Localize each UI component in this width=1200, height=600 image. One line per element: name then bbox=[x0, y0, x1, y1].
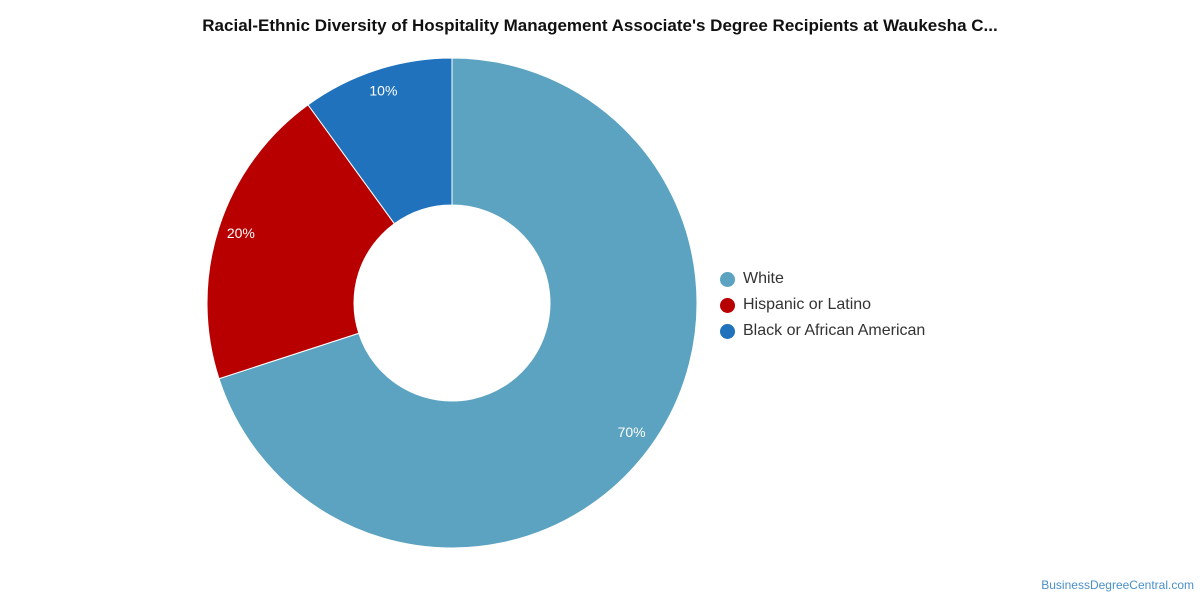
slice-value-label: 20% bbox=[227, 225, 255, 241]
slice-value-label: 70% bbox=[618, 424, 646, 440]
legend-swatch bbox=[720, 323, 735, 339]
legend-item-hispanic-or-latino[interactable]: Hispanic or Latino bbox=[720, 292, 925, 318]
slice-hispanic-or-latino[interactable] bbox=[206, 104, 396, 380]
slice-white[interactable] bbox=[218, 57, 698, 549]
legend: White Hispanic or Latino Black or Africa… bbox=[720, 266, 925, 344]
legend-label: Black or African American bbox=[743, 322, 926, 339]
legend-label: Hispanic or Latino bbox=[743, 296, 872, 313]
legend-item-white[interactable]: White bbox=[720, 266, 925, 292]
watermark[interactable]: BusinessDegreeCentral.com bbox=[1041, 578, 1194, 592]
slice-black-or-african-american[interactable] bbox=[307, 57, 453, 225]
legend-swatch bbox=[720, 297, 735, 313]
chart-title: Racial-Ethnic Diversity of Hospitality M… bbox=[202, 16, 998, 35]
slice-value-label: 10% bbox=[369, 83, 397, 99]
legend-label: White bbox=[743, 270, 784, 287]
legend-swatch bbox=[720, 271, 735, 287]
legend-item-black-or-african-american[interactable]: Black or African American bbox=[720, 318, 925, 344]
